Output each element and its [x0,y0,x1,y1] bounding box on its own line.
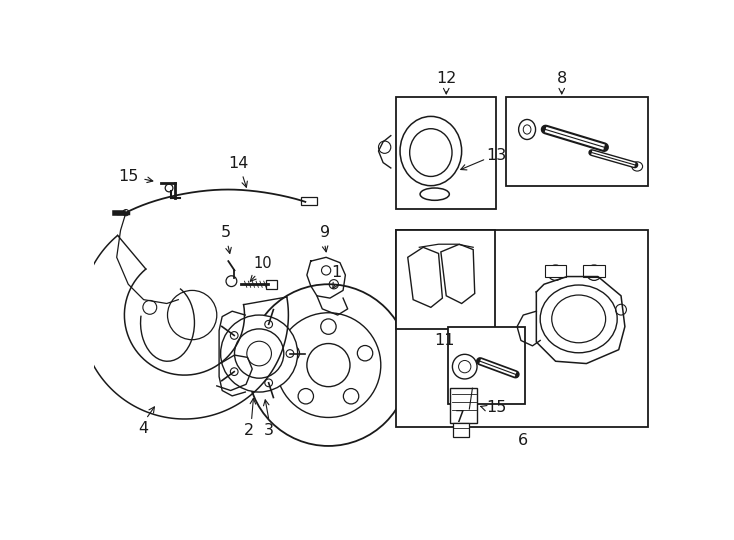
Bar [584,265,605,278]
Text: 5: 5 [221,225,231,240]
Bar [396,231,648,427]
Circle shape [286,350,294,357]
Text: 1: 1 [331,265,341,280]
Bar [266,280,277,289]
Bar [545,265,567,278]
Text: 10: 10 [254,256,272,271]
Ellipse shape [632,162,642,171]
Bar [396,231,495,329]
Text: 2: 2 [244,423,254,438]
Text: 11: 11 [435,333,455,348]
Bar [396,97,496,209]
Text: 9: 9 [319,225,330,240]
Circle shape [221,315,297,392]
Circle shape [234,329,284,378]
Text: 15: 15 [118,169,138,184]
Bar [453,423,468,437]
Text: 3: 3 [264,423,274,438]
Text: 14: 14 [228,156,249,171]
Text: 7: 7 [454,410,465,425]
Text: 12: 12 [436,71,457,86]
Circle shape [230,332,238,339]
Circle shape [265,320,272,328]
Text: 6: 6 [518,433,528,448]
Bar [302,197,317,205]
Bar [450,388,477,423]
Text: 8: 8 [556,71,567,86]
Circle shape [230,368,238,375]
Text: 15: 15 [487,400,506,415]
Circle shape [265,379,272,387]
Text: 4: 4 [139,421,149,436]
Text: 13: 13 [487,148,506,163]
Bar [506,97,648,186]
Bar [448,327,525,403]
